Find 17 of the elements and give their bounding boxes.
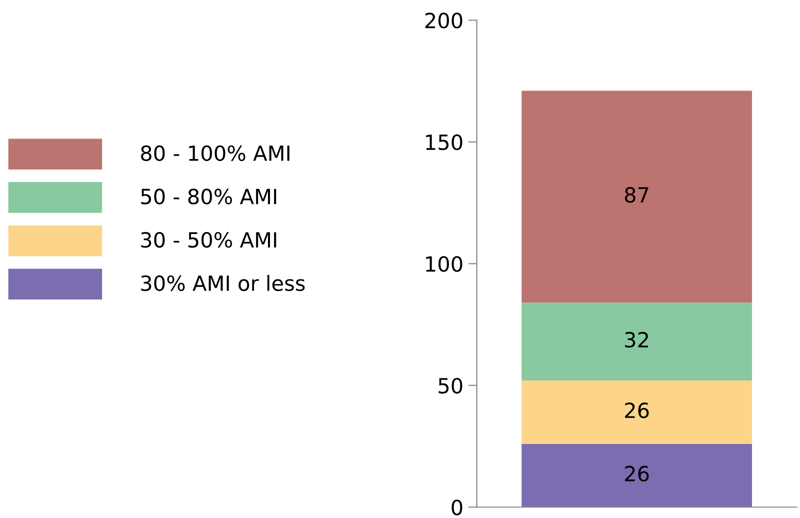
- bar: [522, 90, 752, 303]
- data-label: 26: [625, 402, 649, 418]
- y-tick-label: 50: [438, 378, 462, 394]
- y-tick-label: 200: [425, 12, 462, 28]
- bar: [522, 444, 752, 508]
- legend-label: 30% AMI or less: [141, 274, 305, 292]
- data-label: 32: [625, 332, 648, 348]
- legend-label: 80 - 100% AMI: [140, 145, 290, 162]
- bar: [522, 380, 752, 444]
- legend-label: 50 - 80% AMI: [141, 188, 276, 204]
- bar: [522, 302, 752, 381]
- data-label: 26: [625, 466, 649, 482]
- y-tick-label: 100: [426, 256, 462, 272]
- legend-label: 30 - 50% AMI: [141, 232, 276, 248]
- y-tick-label: 150: [426, 134, 462, 150]
- data-label: 87: [624, 186, 648, 203]
- y-tick-label: 0: [452, 500, 462, 516]
